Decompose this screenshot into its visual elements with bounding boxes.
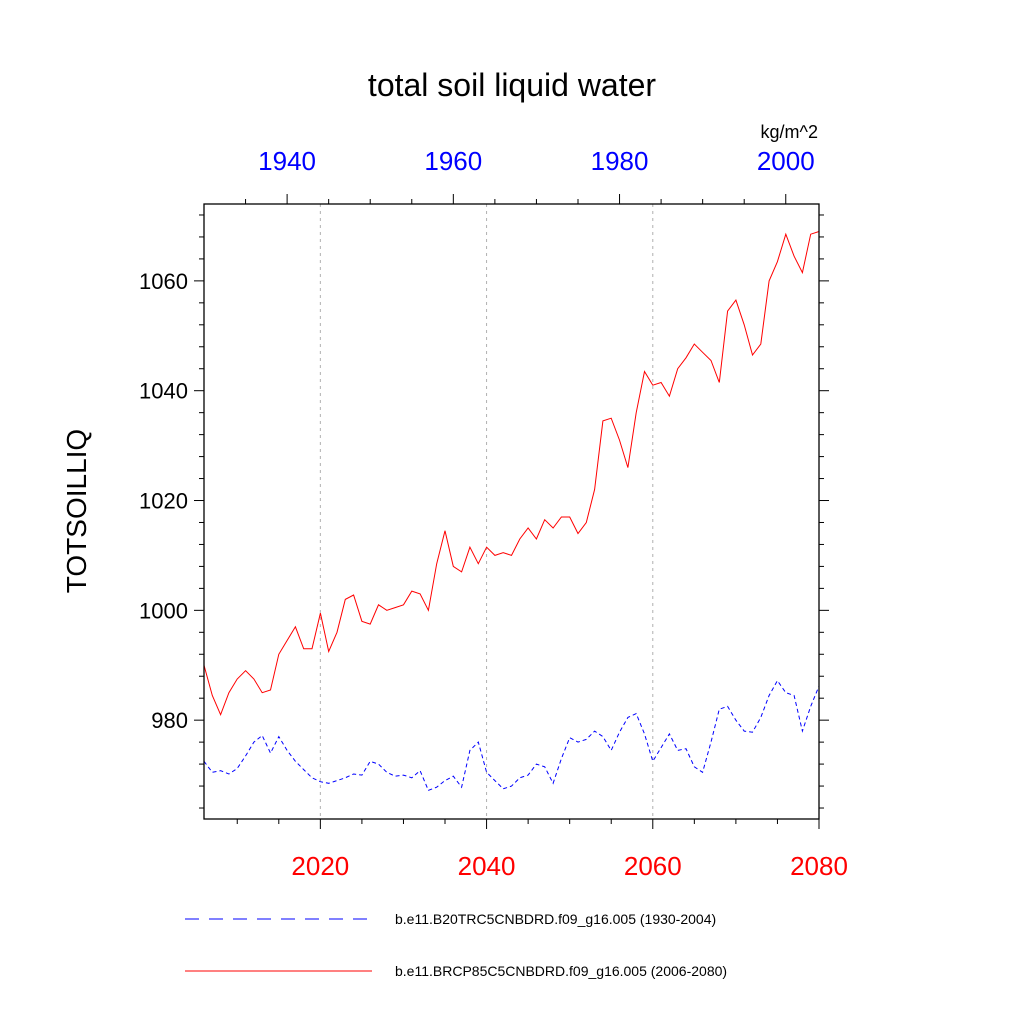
y-tick-label-1000: 1000 <box>139 598 188 623</box>
x-tick-label-bottom-2040: 2040 <box>458 851 516 881</box>
y-tick-label-1020: 1020 <box>139 489 188 514</box>
legend: b.e11.B20TRC5CNBDRD.f09_g16.005 (1930-20… <box>185 911 727 979</box>
x-tick-label-top-1940: 1940 <box>258 146 316 176</box>
x-tick-label-bottom-2060: 2060 <box>624 851 682 881</box>
x-tick-label-top-1960: 1960 <box>424 146 482 176</box>
y-tick-label-1040: 1040 <box>139 379 188 404</box>
x-tick-label-top-2000: 2000 <box>757 146 815 176</box>
grid-lines <box>319 204 654 819</box>
legend-label-historical: b.e11.B20TRC5CNBDRD.f09_g16.005 (1930-20… <box>395 911 716 927</box>
axis-tick-labels: 980 1000 1020 1040 1060 2020 2040 2060 2080 1940 1… <box>139 146 848 881</box>
x-tick-label-bottom-2020: 2020 <box>291 851 349 881</box>
axis-ticks <box>194 194 829 829</box>
series-line-0 <box>203 679 820 792</box>
y-tick-label-980: 980 <box>151 708 188 733</box>
chart-title: total soil liquid water <box>368 67 656 103</box>
y-axis-label: TOTSOILLIQ <box>61 429 92 593</box>
plot-frame <box>203 203 820 820</box>
series-layer <box>203 231 820 792</box>
x-tick-label-bottom-2080: 2080 <box>790 851 848 881</box>
legend-label-rcp85: b.e11.BRCP85C5CNBDRD.f09_g16.005 (2006-2… <box>395 963 727 979</box>
units-label: kg/m^2 <box>761 122 818 142</box>
x-tick-label-top-1980: 1980 <box>591 146 649 176</box>
series-line-1 <box>203 231 820 717</box>
y-tick-label-1060: 1060 <box>139 269 188 294</box>
